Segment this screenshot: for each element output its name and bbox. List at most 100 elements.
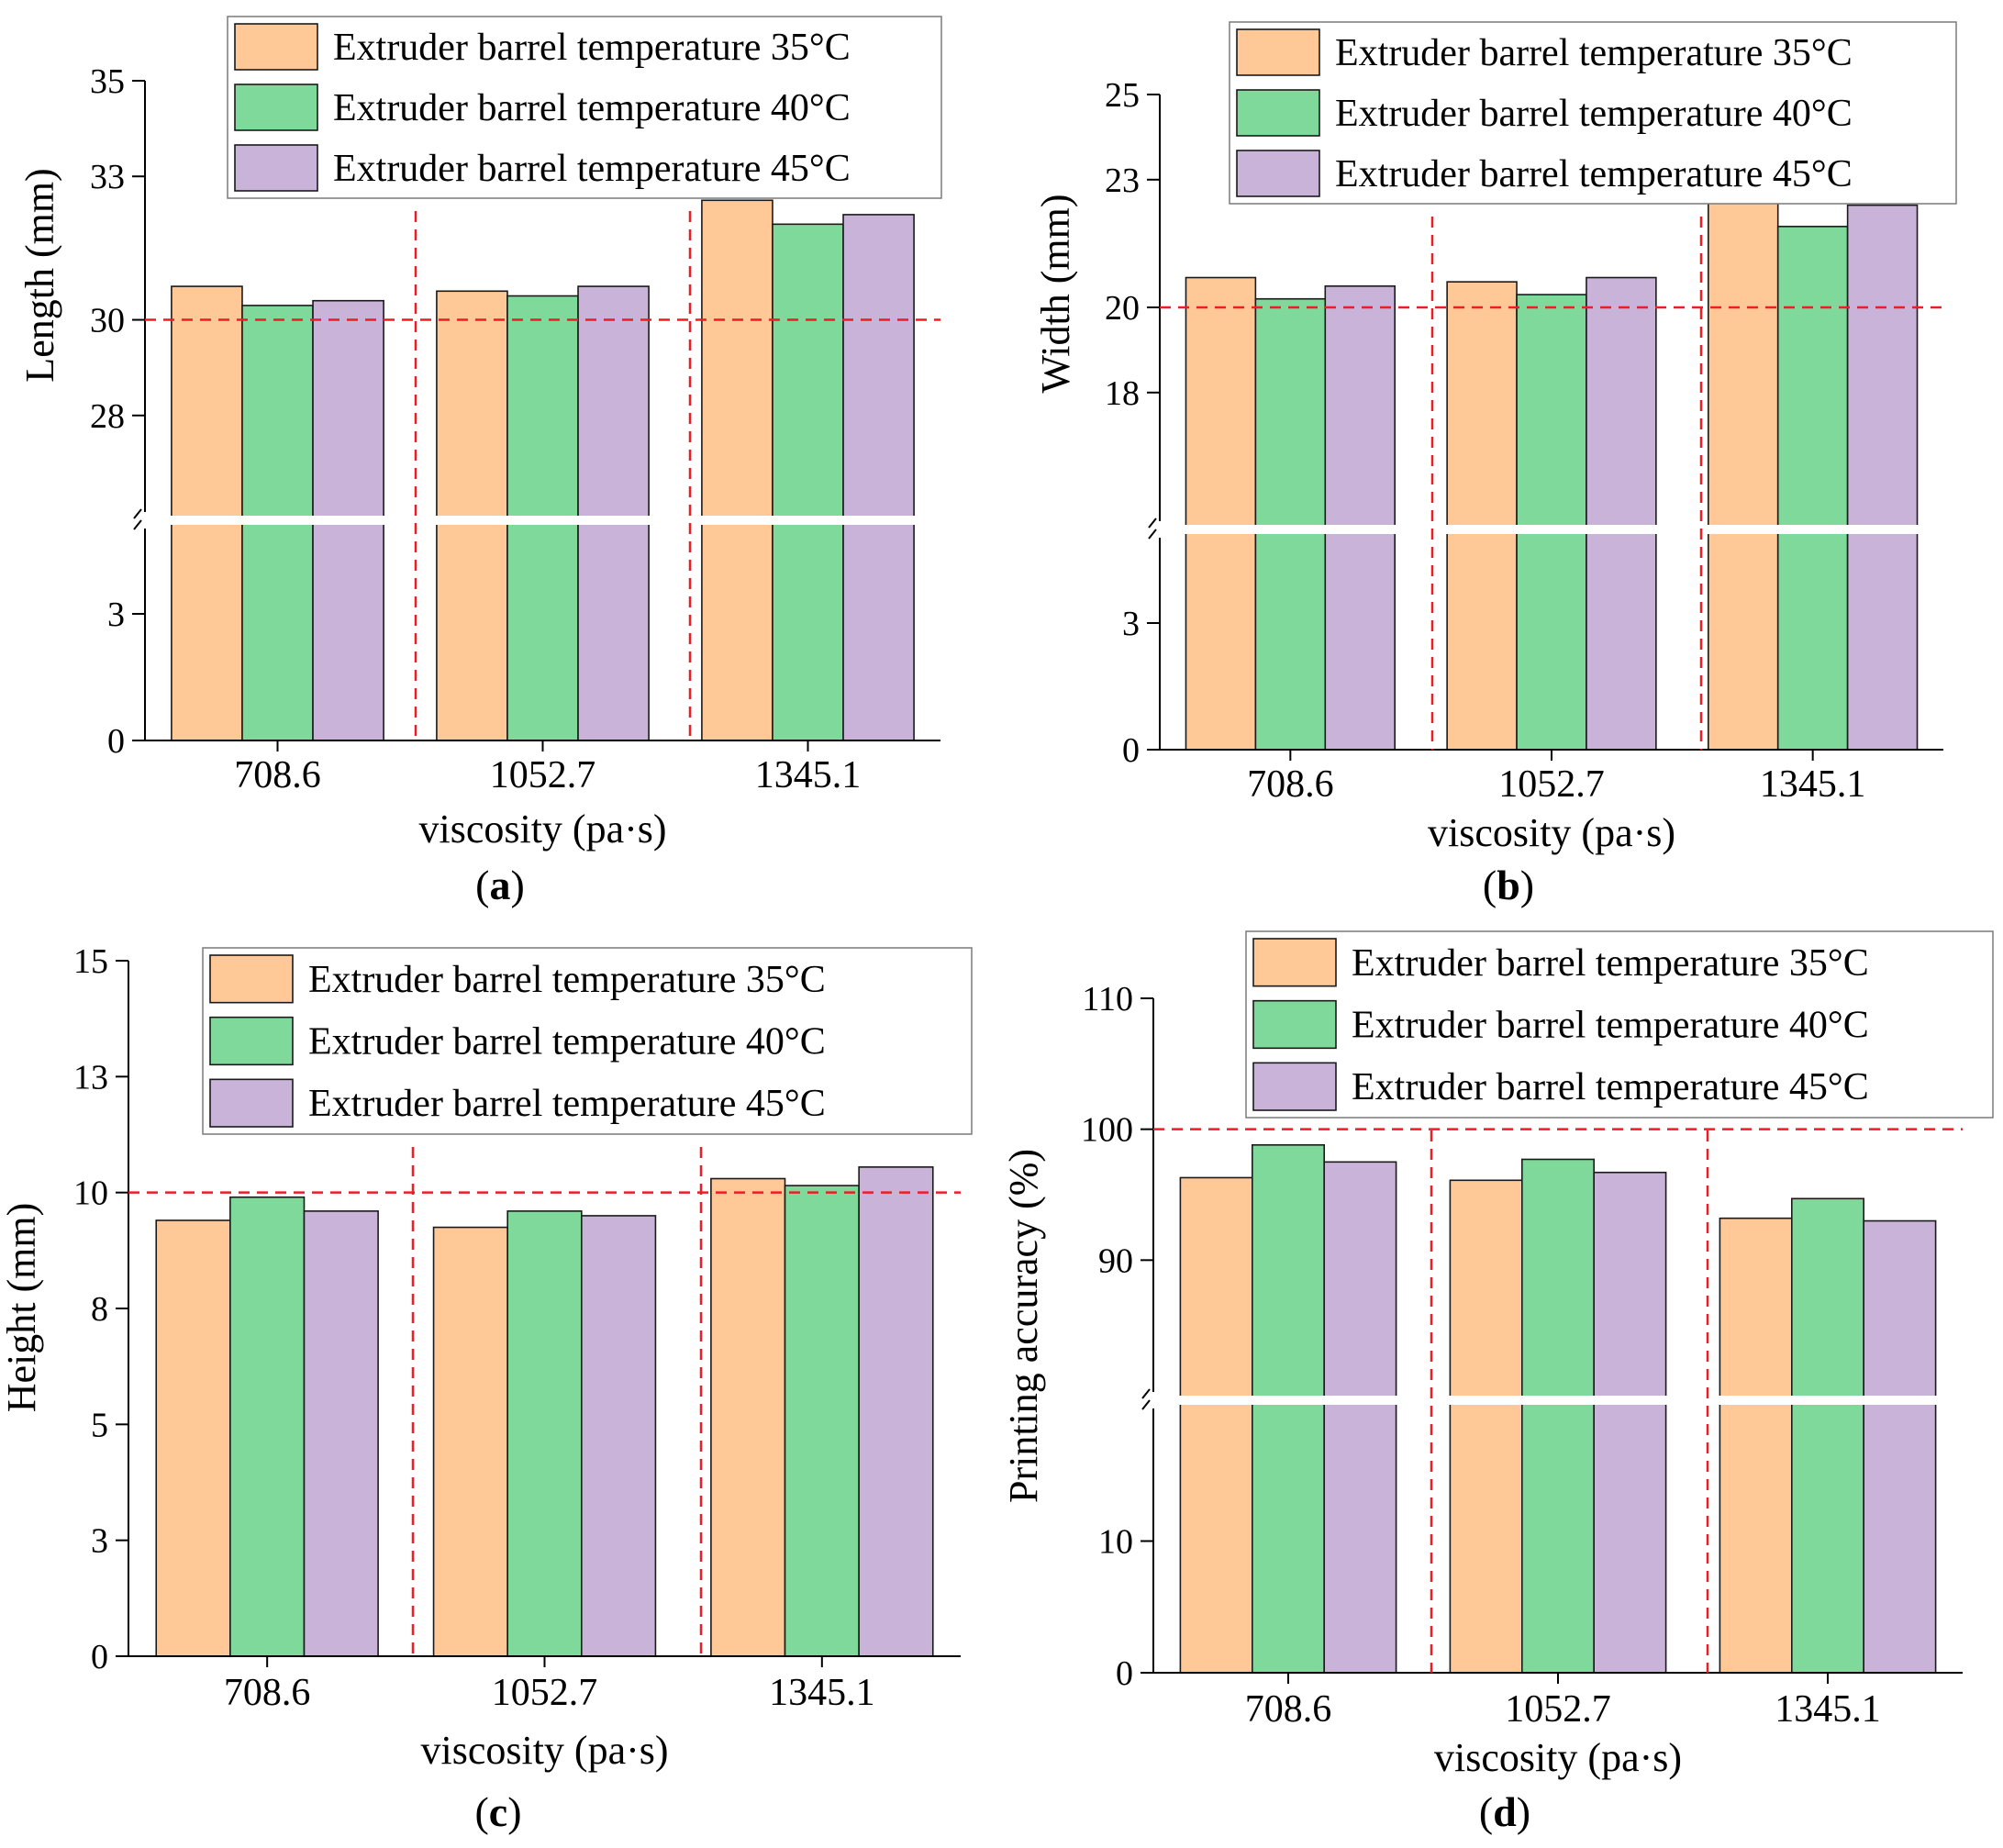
y-axis-title: Length (mm)	[17, 168, 62, 382]
panel-label: (a)	[475, 862, 525, 908]
y-tick-label: 23	[1105, 161, 1140, 200]
bar-c-s2-c0	[303, 1210, 379, 1657]
legend-swatch-2	[234, 144, 318, 192]
legend-swatch-2	[1236, 150, 1320, 197]
x-axis-title: viscosity (pa·s)	[420, 1728, 668, 1773]
bar-a-s0-c0	[171, 285, 243, 741]
bar-b-s0-c0	[1185, 276, 1257, 751]
chart-panel-c: 0 3 5 8 10 13 15 708.6 1052.7 1345.1 Extruder barr…	[0, 942, 973, 1835]
axis-break-band	[132, 516, 942, 525]
bar-b-s1-c2	[1776, 226, 1849, 751]
chart-panel-b: 0 3 18 20 23 25 708.6 1052.7 1345.1 Extruder barr…	[1033, 21, 1957, 908]
y-tick-label: 100	[1081, 1111, 1133, 1150]
y-tick-label: 30	[90, 302, 125, 340]
x-tick-label: 1052.7	[492, 1672, 598, 1714]
y-tick-label: 3	[107, 596, 125, 634]
chart-panel-d: 0 10 90 100 110 708.6 1052.7 1345.1 Extruder bar…	[1001, 930, 1994, 1835]
y-tick-label: 25	[1105, 76, 1140, 115]
bar-c-s1-c0	[229, 1196, 306, 1657]
legend: Extruder barrel temperature 35°C Extruder…	[202, 947, 973, 1135]
y-tick-label: 0	[1122, 731, 1140, 770]
bar-c-s1-c1	[506, 1210, 583, 1657]
axis-break-mark	[1141, 1388, 1151, 1399]
y-tick-label: 0	[107, 722, 125, 761]
x-tick-label: 1052.7	[490, 754, 596, 796]
bar-d-s2-c1	[1593, 1171, 1667, 1674]
legend-swatch-0	[1252, 938, 1337, 987]
bar-c-s2-c1	[581, 1215, 657, 1657]
legend-label-0: Extruder barrel temperature 35°C	[1335, 32, 1853, 74]
x-tick-label: 1345.1	[1760, 763, 1866, 806]
bar-c-s1-c2	[784, 1185, 860, 1657]
panel-label: (b)	[1483, 862, 1534, 908]
legend-label-0: Extruder barrel temperature 35°C	[308, 959, 826, 1001]
x-tick-label: 1052.7	[1498, 763, 1605, 806]
bar-b-s1-c1	[1516, 294, 1587, 751]
axis-break-mark	[133, 508, 142, 519]
legend-swatch-2	[1252, 1062, 1337, 1111]
x-axis-title: viscosity (pa·s)	[1434, 1735, 1682, 1780]
legend-label-1: Extruder barrel temperature 40°C	[333, 87, 851, 129]
legend-label-2: Extruder barrel temperature 45°C	[1352, 1066, 1869, 1108]
x-tick-label: 708.6	[224, 1672, 311, 1714]
y-tick-label: 18	[1105, 374, 1140, 413]
panel-letter: d	[1493, 1788, 1517, 1835]
bar-b-s0-c1	[1446, 281, 1518, 751]
bar-a-s2-c2	[842, 214, 915, 741]
x-tick-label: 1345.1	[755, 754, 862, 796]
bar-c-s2-c2	[858, 1166, 934, 1657]
legend-swatch-1	[234, 83, 318, 131]
bar-d-s1-c0	[1252, 1143, 1326, 1674]
bar-c-s0-c2	[710, 1177, 786, 1657]
legend-box	[202, 947, 973, 1135]
legend-swatch-0	[234, 23, 318, 71]
axis-break-mark	[133, 519, 142, 530]
panel-letter: c	[489, 1788, 507, 1835]
axis-break-band	[1141, 1396, 1964, 1405]
legend-swatch-1	[1236, 89, 1320, 137]
x-tick-label: 1345.1	[769, 1672, 875, 1714]
bar-d-s0-c1	[1449, 1179, 1523, 1674]
legend-swatch-0	[209, 954, 294, 1004]
legend-swatch-1	[209, 1016, 294, 1066]
legend-label-1: Extruder barrel temperature 40°C	[1352, 1005, 1869, 1047]
bar-d-s2-c0	[1323, 1161, 1397, 1674]
legend-box	[227, 16, 942, 199]
y-tick-label: 13	[73, 1058, 108, 1097]
y-axis-title: Height (mm)	[0, 1203, 44, 1413]
bar-d-s2-c2	[1863, 1219, 1937, 1674]
bar-a-s2-c1	[577, 285, 650, 741]
legend-label-2: Extruder barrel temperature 45°C	[308, 1083, 826, 1125]
bar-d-s0-c2	[1719, 1217, 1793, 1674]
panel-letter: b	[1497, 862, 1520, 908]
x-axis-title: viscosity (pa·s)	[1428, 810, 1675, 855]
legend-label-1: Extruder barrel temperature 40°C	[1335, 93, 1853, 135]
legend-label-0: Extruder barrel temperature 35°C	[1352, 942, 1869, 985]
legend: Extruder barrel temperature 35°C Extruder…	[1245, 930, 1994, 1119]
y-tick-label: 15	[73, 942, 108, 981]
y-tick-label: 35	[90, 62, 125, 101]
x-axis-title: viscosity (pa·s)	[418, 807, 666, 852]
bar-a-s0-c2	[701, 199, 773, 741]
axis-break-mark	[1141, 1399, 1151, 1410]
panel-label: (d)	[1479, 1788, 1530, 1835]
chart-panel-a: 0 3 28 30 33 35 708.6 1052.7 1345.1 Extruder barr…	[17, 16, 942, 908]
y-tick-label: 90	[1098, 1241, 1133, 1280]
y-tick-label: 110	[1082, 980, 1133, 1019]
legend-label-2: Extruder barrel temperature 45°C	[333, 148, 851, 190]
bar-b-s2-c2	[1846, 204, 1919, 751]
legend-swatch-2	[209, 1078, 294, 1128]
legend: Extruder barrel temperature 35°C Extruder…	[1229, 21, 1957, 205]
panel-label: (c)	[474, 1788, 521, 1835]
legend-label-2: Extruder barrel temperature 45°C	[1335, 153, 1853, 195]
bar-d-s1-c2	[1791, 1197, 1865, 1674]
axis-break-band	[1147, 525, 1945, 534]
legend-label-0: Extruder barrel temperature 35°C	[333, 27, 851, 69]
legend: Extruder barrel temperature 35°C Extruder…	[227, 16, 942, 199]
y-tick-label: 0	[1116, 1654, 1133, 1693]
y-tick-label: 3	[1122, 605, 1140, 643]
y-tick-label: 20	[1105, 289, 1140, 328]
panel-letter: a	[490, 862, 511, 908]
bar-d-s1-c1	[1521, 1158, 1596, 1674]
